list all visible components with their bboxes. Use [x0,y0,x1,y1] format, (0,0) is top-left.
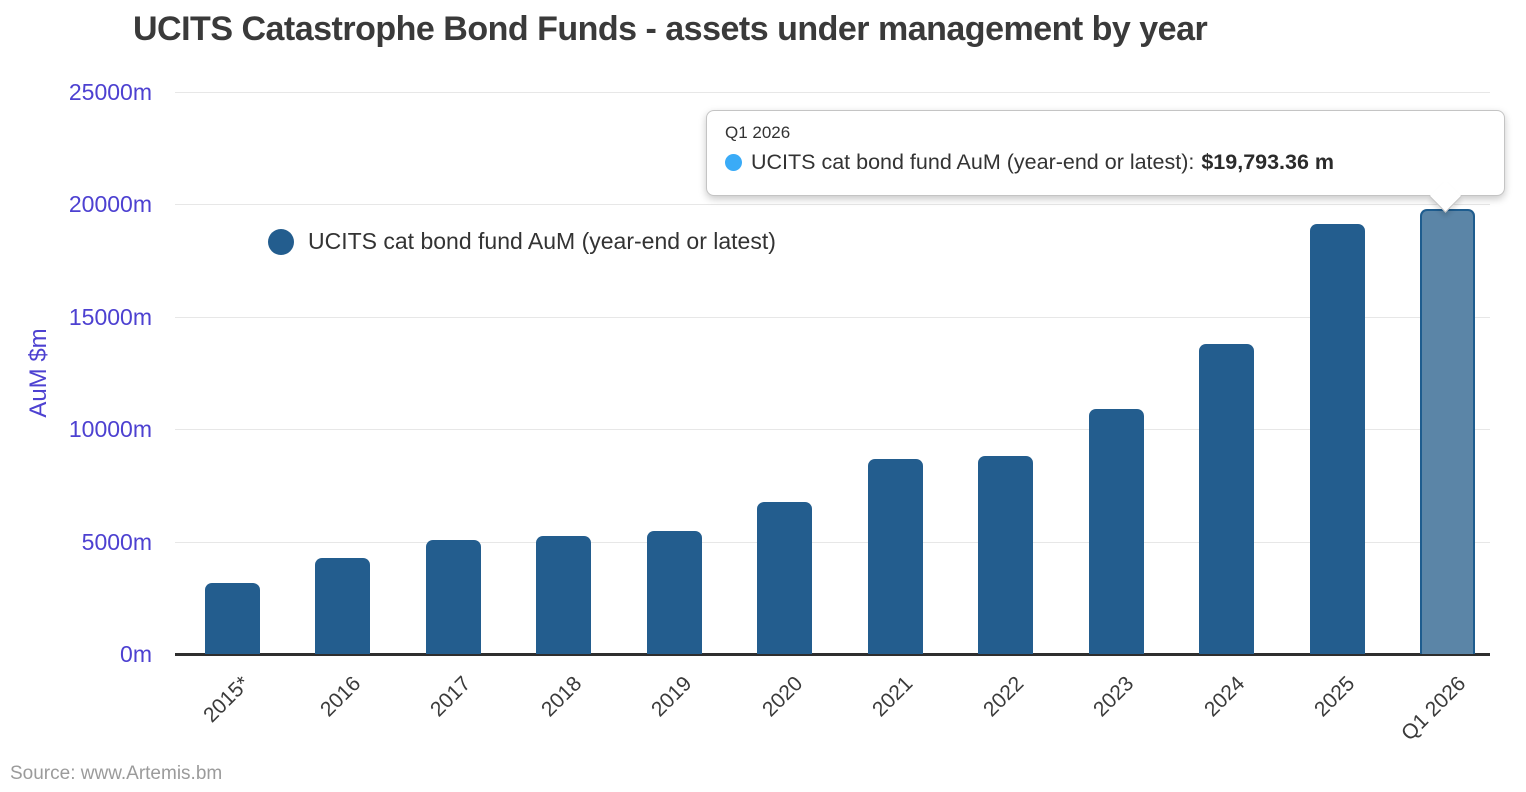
bar-2023[interactable] [1088,409,1144,654]
y-tick-label: 0m [120,641,152,667]
x-tick-label: Q1 2026 [1396,672,1470,746]
gridline [175,541,1490,543]
y-tick-label: 25000m [68,79,152,105]
bar-2016[interactable] [315,558,370,654]
tooltip-series-label: UCITS cat bond fund AuM (year-end or lat… [751,150,1195,174]
bar-2015-[interactable] [204,582,260,654]
x-tick-label: 2017 [425,672,476,722]
x-tick-label: 2024 [1199,672,1249,722]
gridline [175,429,1490,431]
tooltip-value: $19,793.36 m [1201,150,1335,174]
gridline [175,316,1490,318]
bar-q1-2026[interactable] [1420,209,1475,654]
x-tick-label: 2021 [867,672,918,722]
y-tick-label: 5000m [81,528,152,555]
tooltip: Q1 2026 UCITS cat bond fund AuM (year-en… [706,110,1505,196]
x-tick-label: 2025 [1309,672,1360,722]
bar-2024[interactable] [1199,343,1254,654]
legend-item-aum[interactable]: UCITS cat bond fund AuM (year-end or lat… [268,228,776,255]
series-dot-icon [725,154,742,171]
x-axis-line [175,652,1490,656]
bar-2018[interactable] [536,535,591,654]
gridline [175,204,1490,206]
legend-marker-icon [268,228,294,255]
x-tick-label: 2019 [646,672,697,722]
bar-2022[interactable] [978,456,1033,654]
x-tick-label: 2023 [1088,672,1139,722]
bar-2020[interactable] [757,502,812,654]
tooltip-series-row: UCITS cat bond fund AuM (year-end or lat… [725,150,1486,175]
x-tick-label: 2020 [757,672,807,722]
x-tick-label: 2022 [978,672,1028,722]
legend-label: UCITS cat bond fund AuM (year-end or lat… [308,228,776,254]
source-note: Source: www.Artemis.bm [10,763,223,784]
x-tick-label: 2016 [315,672,365,722]
tooltip-header: Q1 2026 [725,123,791,142]
y-tick-label: 10000m [68,416,152,443]
bar-2021[interactable] [867,459,923,654]
bar-2017[interactable] [425,540,481,654]
y-tick-label: 20000m [68,191,152,218]
bar-2025[interactable] [1309,223,1365,654]
x-tick-label: 2018 [536,672,586,722]
bar-2019[interactable] [646,531,702,654]
chart-title: UCITS Catastrophe Bond Funds - assets un… [133,10,1208,48]
y-tick-label: 15000m [68,303,152,330]
gridline [175,92,1490,93]
y-axis-title: AuM $m [25,328,52,418]
